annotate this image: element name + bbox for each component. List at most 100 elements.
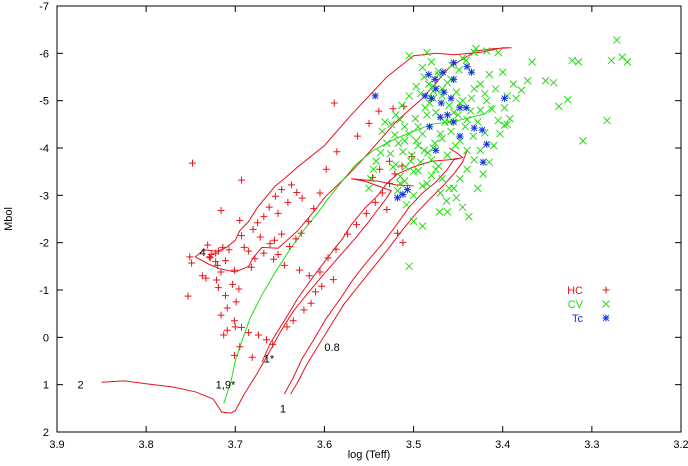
plus-marker xyxy=(399,239,407,247)
plus-marker xyxy=(298,194,306,202)
cross-marker xyxy=(512,94,520,103)
cross-marker xyxy=(425,99,434,107)
plus-marker xyxy=(286,242,294,250)
cross-marker xyxy=(454,111,462,119)
cross-marker xyxy=(447,127,455,136)
plus-marker xyxy=(236,216,244,224)
cross-marker xyxy=(482,96,491,105)
cross-marker xyxy=(455,66,463,74)
plus-marker xyxy=(221,257,229,265)
star-marker xyxy=(399,190,407,198)
x-tick-label: 3.7 xyxy=(228,439,243,451)
axis-ticks xyxy=(56,5,682,433)
plus-marker xyxy=(362,209,370,217)
cross-marker xyxy=(435,208,444,216)
plus-marker xyxy=(295,266,303,274)
cross-marker xyxy=(443,78,452,87)
cross-marker xyxy=(603,116,611,125)
cross-marker xyxy=(389,163,397,171)
plus-marker xyxy=(230,266,238,274)
plus-marker xyxy=(235,285,243,293)
plus-marker xyxy=(324,254,332,262)
plus-marker xyxy=(238,176,246,184)
star-marker xyxy=(447,94,455,102)
plus-marker xyxy=(236,343,244,351)
star-marker xyxy=(450,118,458,126)
plus-marker xyxy=(219,243,227,251)
plus-marker xyxy=(394,229,402,237)
cross-marker xyxy=(414,141,422,150)
star-marker xyxy=(437,99,445,107)
plus-marker xyxy=(266,240,274,248)
plus-marker xyxy=(389,105,397,113)
plus-marker xyxy=(274,209,282,217)
plus-marker xyxy=(316,189,324,197)
track-line xyxy=(101,178,414,414)
cross-marker xyxy=(418,63,427,72)
cross-marker xyxy=(549,78,558,87)
plus-marker xyxy=(221,292,229,300)
cross-marker xyxy=(443,208,452,216)
cross-marker xyxy=(602,300,610,308)
plus-marker xyxy=(297,229,305,237)
plus-marker xyxy=(186,253,194,261)
y-tick-label: -7 xyxy=(39,1,49,13)
plus-marker xyxy=(240,243,248,251)
legend: HC CV Tc xyxy=(567,285,610,325)
cross-marker xyxy=(400,137,409,145)
track-line xyxy=(283,147,464,395)
plus-marker xyxy=(184,292,192,300)
plus-marker xyxy=(271,192,279,200)
cross-marker xyxy=(402,200,411,209)
plus-marker xyxy=(271,236,279,244)
cross-marker xyxy=(462,56,471,65)
plus-marker xyxy=(245,329,253,337)
cross-marker xyxy=(387,120,396,129)
plus-marker xyxy=(330,99,338,107)
plus-marker xyxy=(284,198,292,206)
cross-marker xyxy=(517,86,526,95)
plus-marker xyxy=(408,153,416,161)
cross-marker xyxy=(452,193,461,202)
plus-marker xyxy=(333,148,341,156)
cross-marker xyxy=(436,129,445,138)
cross-marker xyxy=(409,167,418,176)
plus-marker xyxy=(204,241,212,249)
plus-marker xyxy=(307,299,315,307)
cross-marker xyxy=(470,155,479,164)
plus-marker xyxy=(292,235,300,243)
plus-marker xyxy=(274,251,282,258)
plus-marker xyxy=(304,217,312,225)
cross-marker xyxy=(382,139,391,148)
star-marker xyxy=(403,186,411,194)
cross-marker xyxy=(418,129,427,138)
legend-label: CV xyxy=(568,299,584,311)
plus-marker xyxy=(293,188,301,196)
star-marker xyxy=(456,104,464,112)
cross-marker xyxy=(423,48,431,57)
plus-marker xyxy=(238,232,246,240)
plus-marker xyxy=(198,272,206,280)
plus-marker xyxy=(262,336,270,344)
cross-marker xyxy=(568,56,577,65)
cross-marker xyxy=(498,68,507,77)
cross-marker xyxy=(473,184,482,193)
x-tick-label: 3.5 xyxy=(406,439,421,451)
cross-marker xyxy=(574,57,583,66)
cross-marker xyxy=(423,148,432,157)
cross-marker xyxy=(409,191,418,200)
cross-marker xyxy=(467,94,476,103)
track-label: 0.8 xyxy=(324,342,339,354)
plus-marker xyxy=(278,230,286,238)
plus-marker xyxy=(212,258,220,266)
cross-marker xyxy=(528,57,536,66)
track-line xyxy=(290,150,468,395)
cross-marker xyxy=(412,137,421,145)
cross-marker xyxy=(485,70,494,79)
x-tick-label: 3.8 xyxy=(138,439,153,451)
x-tick-label: 3.6 xyxy=(317,439,332,451)
plus-marker xyxy=(256,233,264,241)
cross-marker xyxy=(458,203,467,212)
track-label: 2 xyxy=(78,380,84,392)
cross-marker xyxy=(479,170,487,178)
